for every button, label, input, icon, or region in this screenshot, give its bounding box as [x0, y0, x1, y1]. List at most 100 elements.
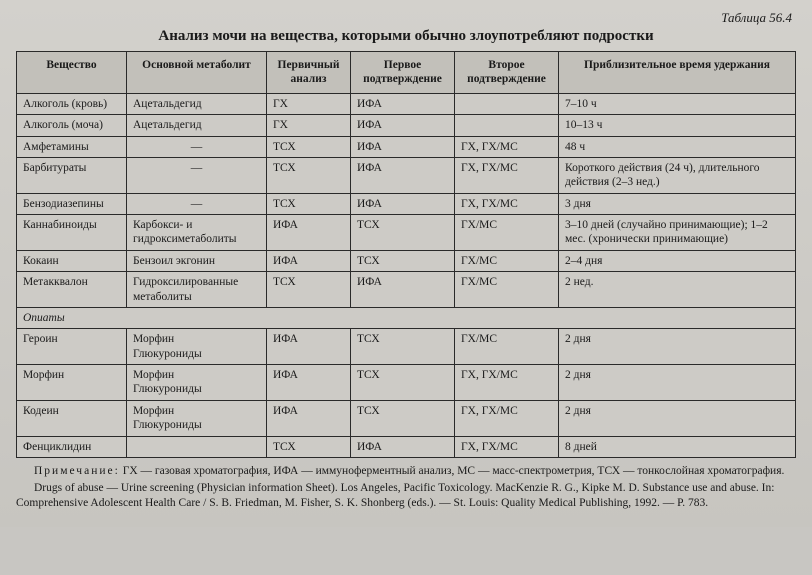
table-row: КаннабиноидыКарбокси- и гидроксиметаболи…	[17, 215, 796, 251]
table-cell: ГХ/МС	[455, 329, 559, 365]
table-cell: ИФА	[267, 365, 351, 401]
table-row: Фенциклидин ТСХИФАГХ, ГХ/МС8 дней	[17, 436, 796, 457]
table-cell: —	[127, 193, 267, 214]
table-row: Алкоголь (моча)АцетальдегидГХИФА 10–13 ч	[17, 115, 796, 136]
table-title: Анализ мочи на вещества, которыми обычно…	[16, 28, 796, 45]
footnotes: Примечание: ГХ — газовая хроматография, …	[16, 464, 796, 511]
table-cell: Бензодиазепины	[17, 193, 127, 214]
table-cell: ГХ, ГХ/МС	[455, 157, 559, 193]
table-row: МетакквалонГидроксилированные метаболиты…	[17, 272, 796, 308]
table-cell: ГХ	[267, 93, 351, 114]
table-cell: Героин	[17, 329, 127, 365]
table-cell: ТСХ	[351, 250, 455, 271]
table-cell: Кокаин	[17, 250, 127, 271]
table-cell: 3–10 дней (случайно принимающие); 1–2 ме…	[559, 215, 796, 251]
table-row: МорфинМорфинГлюкуронидыИФАТСХГХ, ГХ/МС2 …	[17, 365, 796, 401]
table-cell: Бензоил экгонин	[127, 250, 267, 271]
table-cell: ГХ/МС	[455, 272, 559, 308]
table-cell: Карбокси- и гидроксиметаболиты	[127, 215, 267, 251]
table-cell: Метакквалон	[17, 272, 127, 308]
col-header: Первое подтверждение	[351, 52, 455, 94]
table-cell: 3 дня	[559, 193, 796, 214]
table-row: КодеинМорфинГлюкуронидыИФАТСХГХ, ГХ/МС2 …	[17, 400, 796, 436]
table-cell: МорфинГлюкурониды	[127, 329, 267, 365]
table-cell: Ацетальдегид	[127, 115, 267, 136]
table-cell: ИФА	[267, 400, 351, 436]
table-row: Амфетамины—ТСХИФАГХ, ГХ/МС48 ч	[17, 136, 796, 157]
table-row: Опиаты	[17, 307, 796, 328]
table-cell: 2 дня	[559, 329, 796, 365]
table-cell: ИФА	[351, 272, 455, 308]
table-cell: ГХ/МС	[455, 215, 559, 251]
table-cell: Короткого действия (24 ч), длительного д…	[559, 157, 796, 193]
table-cell	[455, 115, 559, 136]
table-cell: ГХ, ГХ/МС	[455, 136, 559, 157]
table-row: Алкоголь (кровь)АцетальдегидГХИФА 7–10 ч	[17, 93, 796, 114]
table-cell: Алкоголь (моча)	[17, 115, 127, 136]
table-cell: ГХ, ГХ/МС	[455, 400, 559, 436]
table-cell: 48 ч	[559, 136, 796, 157]
table-cell: Кодеин	[17, 400, 127, 436]
table-cell: МорфинГлюкурониды	[127, 400, 267, 436]
table-cell: ТСХ	[267, 193, 351, 214]
col-header: Основной метаболит	[127, 52, 267, 94]
table-cell: ИФА	[267, 329, 351, 365]
table-header-row: Вещество Основной метаболит Первичный ан…	[17, 52, 796, 94]
citation: Drugs of abuse — Urine screening (Physic…	[16, 481, 796, 511]
table-cell: ТСХ	[351, 365, 455, 401]
col-header: Приблизительное время удержания	[559, 52, 796, 94]
table-cell	[455, 93, 559, 114]
table-cell: ИФА	[351, 115, 455, 136]
table-cell: 2 дня	[559, 365, 796, 401]
table-cell: 2 нед.	[559, 272, 796, 308]
table-cell: ГХ/МС	[455, 250, 559, 271]
table-cell: —	[127, 157, 267, 193]
table-cell: ИФА	[351, 93, 455, 114]
table-cell: ТСХ	[267, 136, 351, 157]
table-cell: ИФА	[351, 193, 455, 214]
col-header: Второе подтверждение	[455, 52, 559, 94]
table-cell: ГХ, ГХ/МС	[455, 436, 559, 457]
table-cell: 8 дней	[559, 436, 796, 457]
table-cell: 2 дня	[559, 400, 796, 436]
table-cell: Алкоголь (кровь)	[17, 93, 127, 114]
table-cell: ТСХ	[267, 272, 351, 308]
note-label: Примечание:	[34, 465, 120, 477]
table-cell: ГХ, ГХ/МС	[455, 193, 559, 214]
table-cell: МорфинГлюкурониды	[127, 365, 267, 401]
table-cell: ГХ, ГХ/МС	[455, 365, 559, 401]
table-cell: Барбитураты	[17, 157, 127, 193]
table-cell: Амфетамины	[17, 136, 127, 157]
note-line: Примечание: ГХ — газовая хроматография, …	[16, 464, 796, 479]
table-row: КокаинБензоил экгонинИФАТСХГХ/МС2–4 дня	[17, 250, 796, 271]
col-header: Первичный анализ	[267, 52, 351, 94]
table-cell: ИФА	[267, 215, 351, 251]
table-cell: —	[127, 136, 267, 157]
table-cell: ИФА	[267, 250, 351, 271]
section-row: Опиаты	[17, 307, 796, 328]
table-cell: Фенциклидин	[17, 436, 127, 457]
table-cell: 10–13 ч	[559, 115, 796, 136]
table-cell: 2–4 дня	[559, 250, 796, 271]
col-header: Вещество	[17, 52, 127, 94]
data-table: Вещество Основной метаболит Первичный ан…	[16, 51, 796, 458]
page: Таблица 56.4 Анализ мочи на вещества, ко…	[0, 0, 812, 527]
table-row: ГероинМорфинГлюкуронидыИФАТСХГХ/МС2 дня	[17, 329, 796, 365]
table-cell: ГХ	[267, 115, 351, 136]
table-body: Алкоголь (кровь)АцетальдегидГХИФА7–10 чА…	[17, 93, 796, 457]
note-text: ГХ — газовая хроматография, ИФА — иммуно…	[120, 465, 785, 477]
table-cell: Ацетальдегид	[127, 93, 267, 114]
table-cell: ТСХ	[351, 400, 455, 436]
table-cell: 7–10 ч	[559, 93, 796, 114]
table-cell: ТСХ	[267, 157, 351, 193]
table-cell	[127, 436, 267, 457]
table-number-label: Таблица 56.4	[16, 10, 792, 26]
table-cell: ИФА	[351, 157, 455, 193]
table-cell: ТСХ	[351, 329, 455, 365]
table-cell: ТСХ	[267, 436, 351, 457]
table-cell: Каннабиноиды	[17, 215, 127, 251]
table-cell: ИФА	[351, 136, 455, 157]
table-row: Бензодиазепины—ТСХИФАГХ, ГХ/МС3 дня	[17, 193, 796, 214]
table-cell: Морфин	[17, 365, 127, 401]
table-cell: ИФА	[351, 436, 455, 457]
